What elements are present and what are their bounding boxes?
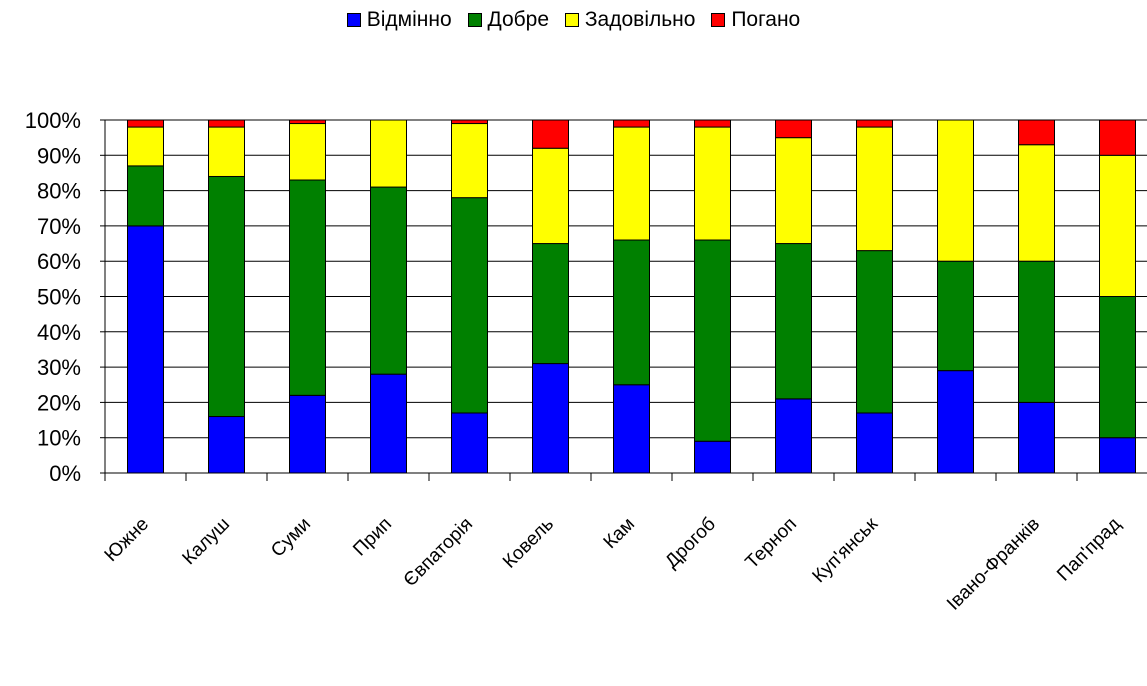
- bar-segment: [694, 126, 731, 241]
- bar-segment: [127, 165, 164, 227]
- bar-segment: [127, 119, 164, 128]
- legend-swatch-excellent: [346, 13, 361, 27]
- bar-segment: [289, 394, 326, 474]
- x-tick-label: Пап'прад: [1053, 514, 1125, 586]
- x-tick-label: Суми: [267, 514, 315, 562]
- y-tick-label: 10%: [37, 426, 81, 451]
- bar-segment: [856, 126, 893, 252]
- legend-label-poor: Погано: [731, 8, 801, 31]
- y-tick-label: 30%: [37, 355, 81, 380]
- legend-item-good: Добре: [467, 8, 550, 32]
- legend-label-excellent: Відмінно: [366, 8, 452, 31]
- legend-item-satisfactory: Задовільно: [564, 8, 696, 32]
- bar-segment: [127, 225, 164, 474]
- legend-item-excellent: Відмінно: [346, 8, 452, 32]
- bar-segment: [856, 412, 893, 474]
- bar-segment: [1099, 437, 1136, 474]
- y-tick-label: 100%: [25, 108, 81, 133]
- bar-segment: [208, 126, 245, 177]
- bar-segment: [127, 126, 164, 167]
- x-tick-label: Терноп: [742, 514, 801, 573]
- bar-segment: [937, 260, 974, 372]
- x-tick-label: Южне: [101, 514, 153, 566]
- bar-segment: [289, 119, 326, 125]
- bar-segment: [694, 440, 731, 474]
- bar-segment: [532, 147, 569, 245]
- bar-segment: [370, 373, 407, 474]
- bar-segment: [370, 119, 407, 188]
- bar-segment: [937, 370, 974, 474]
- legend-swatch-poor: [711, 13, 726, 27]
- y-tick-label: 0%: [49, 461, 81, 486]
- x-tick-label: Куп'янськ: [809, 513, 883, 587]
- bar-segment: [613, 239, 650, 386]
- legend-swatch-good: [467, 13, 482, 27]
- bar-segment: [856, 250, 893, 414]
- bar-segment: [451, 412, 488, 474]
- bar-segment: [532, 363, 569, 474]
- bar-segment: [613, 126, 650, 241]
- bar-segment: [856, 119, 893, 128]
- bar-segment: [532, 243, 569, 365]
- bar-segment: [1018, 260, 1055, 403]
- bar-segment: [289, 123, 326, 181]
- bar-segment: [208, 119, 245, 128]
- x-tick-label: Калуш: [179, 514, 234, 569]
- bar-segment: [1099, 296, 1136, 439]
- bar-segment: [1018, 119, 1055, 146]
- bar-segment: [775, 137, 812, 245]
- legend-item-poor: Погано: [711, 8, 800, 32]
- y-tick-label: 20%: [37, 390, 81, 415]
- bar-segment: [613, 119, 650, 128]
- bar-segment: [208, 416, 245, 474]
- bar-segment: [937, 119, 974, 262]
- bar-segment: [289, 179, 326, 396]
- bar-segment: [1018, 144, 1055, 262]
- y-tick-label: 40%: [37, 320, 81, 345]
- bar-segment: [451, 197, 488, 414]
- y-tick-label: 60%: [37, 249, 81, 274]
- bar-segment: [694, 119, 731, 128]
- y-tick-label: 90%: [37, 143, 81, 168]
- bar-segment: [775, 119, 812, 139]
- bar-segment: [613, 384, 650, 474]
- x-tick-label: Дрогоб: [661, 514, 720, 573]
- x-tick-label: Ковель: [499, 514, 558, 573]
- legend-swatch-satisfactory: [564, 13, 579, 27]
- x-tick-label: Івано-Франків: [943, 514, 1044, 615]
- legend-label-satisfactory: Задовільно: [584, 8, 696, 31]
- bar-segment: [1018, 401, 1055, 474]
- bar-segment: [1099, 154, 1136, 297]
- y-tick-label: 50%: [37, 285, 81, 310]
- bar-segment: [1099, 119, 1136, 156]
- bar-segment: [370, 186, 407, 375]
- bar-segment: [451, 119, 488, 125]
- bar-segment: [694, 239, 731, 442]
- x-tick-label: Кам: [600, 514, 639, 553]
- x-tick-label: Євпаторія: [400, 514, 477, 591]
- y-tick-label: 80%: [37, 179, 81, 204]
- bar-segment: [775, 398, 812, 474]
- x-tick-label: Прип: [349, 514, 396, 561]
- legend: Відмінно Добре Задовільно Погано: [0, 8, 1147, 33]
- bar-segment: [451, 123, 488, 199]
- bar-segment: [532, 119, 569, 149]
- y-tick-label: 70%: [37, 214, 81, 239]
- bar-segment: [775, 243, 812, 400]
- legend-label-good: Добре: [487, 8, 550, 31]
- bar-segment: [208, 175, 245, 418]
